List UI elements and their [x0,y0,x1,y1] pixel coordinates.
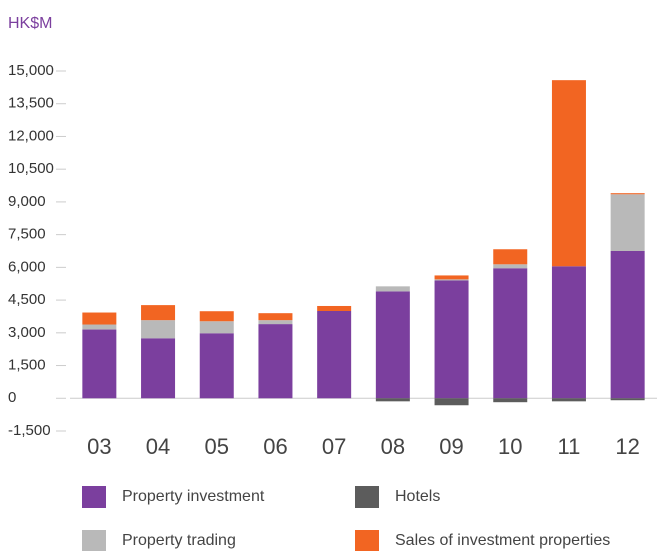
legend-swatch [82,486,106,508]
bar-segment [82,324,117,330]
y-tick-label: 0 [8,389,16,406]
y-tick-label: 6,000 [8,258,46,275]
bar-segment [434,398,469,406]
x-tick-label: 05 [205,434,229,459]
bar-segment [258,324,293,399]
bar-segment [434,280,469,399]
y-tick-label: 15,000 [8,62,54,79]
bar-segment [375,398,410,402]
y-tick-label: 12,000 [8,127,54,144]
bar-segment [199,321,234,334]
y-tick-label: 3,000 [8,324,46,341]
bar-segment [199,333,234,399]
bar-segment [610,193,645,195]
y-tick-label: 4,500 [8,291,46,308]
y-tick-label: 7,500 [8,226,46,243]
bar-segment [493,268,528,399]
legend-label: Property trading [122,532,236,549]
y-tick-label: 1,500 [8,357,46,374]
bar-segment [551,266,586,399]
x-tick-label: 06 [263,434,287,459]
x-tick-label: 07 [322,434,346,459]
bar-segment [434,279,469,281]
y-axis-label: HK$M [8,15,52,32]
legend-label: Property investment [122,488,265,505]
bar-segment [493,264,528,269]
bar-segment [610,194,645,251]
bar-segment [141,305,176,321]
bar-segment [551,80,586,267]
bar-segment [258,313,293,321]
x-tick-label: 09 [439,434,463,459]
bar-segment [82,312,117,325]
legend-swatch [355,486,379,508]
legend-swatch [355,530,379,551]
x-tick-label: 03 [87,434,111,459]
bar-segment [610,398,645,401]
bar-segment [141,320,176,339]
y-tick-label: -1,500 [8,422,51,439]
bar-segment [317,311,352,399]
bar-segment [434,275,469,280]
x-tick-label: 08 [381,434,405,459]
bar-segment [317,305,352,311]
bar-segment [199,311,234,322]
bar-segment [375,286,410,292]
x-tick-label: 10 [498,434,522,459]
legend-label: Sales of investment properties [395,532,610,549]
x-tick-label: 11 [558,434,581,459]
bar-segment [493,398,528,403]
bar-segment [493,249,528,265]
x-tick-label: 04 [146,434,170,459]
bar-segment [82,329,117,399]
legend-label: Hotels [395,488,440,505]
legend-swatch [82,530,106,551]
bar-segment [141,338,176,399]
bar-segment [375,291,410,399]
bar-segment [258,320,293,325]
x-tick-label: 12 [615,434,639,459]
y-tick-label: 10,500 [8,160,54,177]
bar-segment [610,251,645,399]
y-tick-label: 9,000 [8,193,46,210]
y-tick-label: 13,500 [8,95,54,112]
bar-segment [551,398,586,402]
